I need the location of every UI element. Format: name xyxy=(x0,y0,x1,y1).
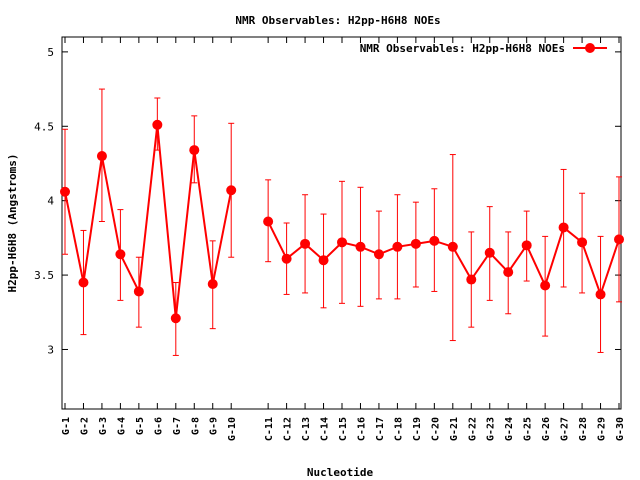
data-point xyxy=(133,286,144,297)
x-tick-label: G-9 xyxy=(209,417,220,435)
x-tick-label: G-5 xyxy=(135,417,146,435)
x-tick-label: C-15 xyxy=(338,417,349,441)
data-point xyxy=(503,267,514,278)
x-tick-label: G-6 xyxy=(153,417,164,435)
data-point xyxy=(540,280,551,291)
data-point xyxy=(337,237,348,248)
x-tick-label: C-19 xyxy=(412,417,423,441)
x-axis-label: Nucleotide xyxy=(307,466,374,479)
x-tick-label: G-7 xyxy=(172,417,183,435)
data-point xyxy=(152,119,163,130)
data-point xyxy=(263,216,274,227)
x-tick-label: G-27 xyxy=(560,417,571,441)
x-tick-label: C-11 xyxy=(264,417,275,441)
data-point xyxy=(484,247,495,258)
data-point xyxy=(170,313,181,324)
data-point xyxy=(355,241,366,252)
data-point xyxy=(207,279,218,290)
y-tick-label: 5 xyxy=(47,46,54,59)
data-point xyxy=(96,151,107,162)
x-tick-label: G-25 xyxy=(523,417,534,441)
x-tick-label: G-29 xyxy=(597,417,608,441)
y-tick-label: 4 xyxy=(47,195,54,208)
legend-label: NMR Observables: H2pp-H6H8 NOEs xyxy=(360,42,565,55)
y-axis-label: H2pp-H6H8 (Angstroms) xyxy=(6,153,19,292)
legend: NMR Observables: H2pp-H6H8 NOEs xyxy=(360,42,607,55)
x-tick-label: G-23 xyxy=(486,417,497,441)
x-tick-label: G-4 xyxy=(116,417,127,435)
data-point xyxy=(410,238,421,249)
y-tick-label: 3.5 xyxy=(34,269,54,282)
x-tick-label: C-12 xyxy=(283,417,294,441)
x-tick-label: G-26 xyxy=(541,417,552,441)
x-tick-label: C-20 xyxy=(430,417,441,441)
x-tick-label: C-14 xyxy=(320,417,331,441)
data-points xyxy=(60,119,625,324)
x-axis-ticks: G-1 G-2 G-3 G-4 G-5 G-6 G-7 G-8 G-9 G-10 C-11 C-12 C… xyxy=(61,37,626,441)
x-tick-label: G-2 xyxy=(79,417,90,435)
data-point xyxy=(521,240,532,251)
data-point xyxy=(466,274,477,285)
x-tick-label: G-22 xyxy=(467,417,478,441)
x-tick-label: C-16 xyxy=(356,417,367,441)
x-tick-label: G-30 xyxy=(615,417,626,441)
data-point xyxy=(595,289,606,300)
data-point xyxy=(429,235,440,246)
data-point xyxy=(189,145,200,156)
data-point xyxy=(300,238,311,249)
series-line xyxy=(64,124,233,319)
x-tick-label: C-13 xyxy=(301,417,312,441)
x-tick-label: G-21 xyxy=(449,417,460,441)
y-axis-ticks: 3 3.5 4 4.5 5 xyxy=(34,46,621,356)
data-point xyxy=(318,255,329,266)
x-tick-label: G-3 xyxy=(98,417,109,435)
chart-title: NMR Observables: H2pp-H6H8 NOEs xyxy=(235,14,440,27)
x-tick-label: G-24 xyxy=(504,417,515,441)
x-tick-label: G-10 xyxy=(227,417,238,441)
x-tick-label: G-8 xyxy=(190,417,201,435)
data-point xyxy=(115,249,126,260)
x-tick-label: C-17 xyxy=(375,417,386,441)
x-tick-label: C-18 xyxy=(393,417,404,441)
plot-frame xyxy=(61,36,622,410)
data-point xyxy=(558,222,569,233)
data-point xyxy=(614,234,625,245)
legend-marker xyxy=(585,43,595,53)
data-point xyxy=(373,249,384,260)
data-point xyxy=(281,253,292,264)
x-tick-label: G-1 xyxy=(61,417,72,435)
x-tick-label: G-28 xyxy=(578,417,589,441)
data-point xyxy=(226,185,237,196)
y-tick-label: 3 xyxy=(47,343,54,356)
data-point xyxy=(577,237,588,248)
data-point xyxy=(392,241,403,252)
y-tick-label: 4.5 xyxy=(34,120,54,133)
data-point xyxy=(78,277,89,288)
data-point xyxy=(60,186,70,197)
data-point xyxy=(447,241,458,252)
